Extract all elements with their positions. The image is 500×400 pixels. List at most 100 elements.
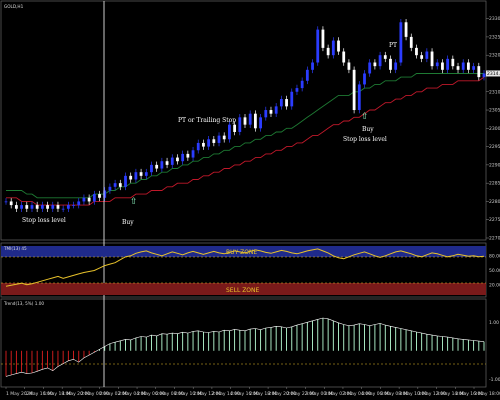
candle-body bbox=[103, 190, 107, 198]
candle-body bbox=[77, 201, 81, 206]
time-tick-label: 1 May 18:00 bbox=[43, 391, 71, 397]
candle-body bbox=[108, 186, 112, 191]
arrow-up-icon-left: ⇧ bbox=[130, 197, 138, 207]
candle-body bbox=[139, 172, 143, 176]
candle-body bbox=[425, 51, 429, 59]
time-tick-label: 2 May 10:00 bbox=[174, 391, 202, 397]
candle-body bbox=[415, 47, 418, 56]
candle-body bbox=[61, 208, 65, 210]
buy-label-left: Buy bbox=[122, 219, 134, 226]
candle-body bbox=[243, 117, 247, 125]
candle-body bbox=[129, 175, 133, 180]
price-tick-label: 2290.00 bbox=[489, 162, 500, 168]
buy-zone bbox=[1, 246, 486, 257]
candle-body bbox=[383, 55, 387, 59]
candle-body bbox=[118, 183, 122, 187]
candle-body bbox=[409, 36, 413, 48]
candle-body bbox=[347, 62, 351, 70]
candle-body bbox=[373, 62, 377, 67]
trend-tick-label: 1.00 bbox=[489, 320, 499, 326]
candle-body bbox=[56, 205, 60, 209]
candle-body bbox=[446, 58, 450, 70]
candle-body bbox=[160, 161, 164, 169]
candle-body bbox=[113, 183, 117, 187]
price-tick-label: 2295.00 bbox=[489, 144, 500, 150]
price-tick-label: 2320.00 bbox=[489, 53, 500, 59]
time-tick-label: 1 May 2024 bbox=[6, 391, 33, 397]
trend-histogram bbox=[5, 317, 485, 377]
pt-trailing-label: PT or Trailing Stop bbox=[178, 117, 236, 124]
candle-body bbox=[51, 205, 55, 209]
candle-body bbox=[30, 205, 34, 209]
candle-body bbox=[342, 51, 346, 63]
candle-body bbox=[165, 161, 169, 165]
trend-panel bbox=[0, 298, 487, 388]
candle-body bbox=[228, 124, 231, 140]
time-tick-label: 1 May 16:00 bbox=[25, 391, 53, 397]
time-tick-label: 2 May 02:00 bbox=[100, 391, 128, 397]
time-tick-label: 2 May 06:00 bbox=[137, 391, 165, 397]
candle-body bbox=[269, 110, 273, 114]
time-tick-label: 3 May 08:00 bbox=[380, 391, 408, 397]
candle-body bbox=[300, 80, 304, 89]
candle-body bbox=[290, 91, 294, 107]
candle-body bbox=[259, 117, 262, 129]
time-tick-label: 3 May 10:00 bbox=[399, 391, 427, 397]
candle-body bbox=[404, 22, 408, 37]
price-tick-label: 2300.00 bbox=[489, 126, 500, 132]
candle-body bbox=[144, 172, 148, 176]
time-tick-label: 3 May 04:00 bbox=[343, 391, 371, 397]
candle-body bbox=[331, 40, 335, 56]
sell-zone bbox=[1, 283, 486, 295]
candle-body bbox=[202, 142, 205, 147]
candle-body bbox=[253, 113, 257, 129]
candle-body bbox=[420, 55, 424, 59]
trend-label: Trend(13, 5%) 1.00 bbox=[3, 301, 44, 306]
candle-body bbox=[4, 201, 8, 203]
candle-body bbox=[389, 58, 392, 70]
price-marker bbox=[486, 70, 500, 77]
candle-body bbox=[378, 55, 382, 67]
moving-averages bbox=[6, 73, 485, 206]
sell-zone-label: SELL ZONE bbox=[226, 287, 260, 294]
candle-body bbox=[477, 66, 481, 78]
candle-body bbox=[25, 205, 29, 209]
time-tick-label: 2 May 14:00 bbox=[212, 391, 240, 397]
candle-body bbox=[357, 84, 361, 111]
candle-body bbox=[394, 62, 398, 70]
candle-body bbox=[134, 172, 138, 180]
candle-body bbox=[472, 66, 476, 70]
candle-body bbox=[337, 40, 340, 52]
candle-body bbox=[456, 66, 460, 70]
time-tick-label: 2 May 12:00 bbox=[193, 391, 221, 397]
candle-body bbox=[207, 139, 211, 147]
candle-body bbox=[279, 99, 283, 107]
candle-body bbox=[191, 150, 195, 158]
trend-envelope bbox=[5, 317, 485, 377]
candle-body bbox=[305, 69, 309, 81]
arrow-up-icon-right: ⇧ bbox=[361, 112, 369, 122]
candle-body bbox=[368, 62, 372, 74]
candle-body bbox=[430, 51, 434, 67]
time-tick-label: 2 May 20:00 bbox=[268, 391, 296, 397]
candle-body bbox=[435, 62, 439, 67]
price-marker-label: 2314.88 bbox=[487, 71, 500, 77]
buy-label-right: Buy bbox=[362, 126, 374, 133]
tmi-axis: 80.00 50.00 20.00 bbox=[489, 253, 500, 288]
time-tick-label: 1 May 20:00 bbox=[62, 391, 90, 397]
candle-body bbox=[170, 157, 174, 165]
candle-body bbox=[233, 124, 237, 132]
tmi-tick-label: 50.00 bbox=[489, 268, 500, 274]
candle-body bbox=[295, 88, 299, 92]
candle-body bbox=[482, 73, 486, 78]
price-panel bbox=[0, 0, 487, 241]
time-tick-label: 3 May 14:00 bbox=[437, 391, 465, 397]
tmi-line bbox=[5, 248, 485, 287]
candle-body bbox=[461, 62, 465, 70]
time-tick-label: 2 May 00:00 bbox=[81, 391, 109, 397]
price-tick-label: 2305.00 bbox=[489, 108, 500, 114]
candle-body bbox=[9, 201, 13, 206]
tmi-tick-label: 80.00 bbox=[489, 253, 500, 259]
